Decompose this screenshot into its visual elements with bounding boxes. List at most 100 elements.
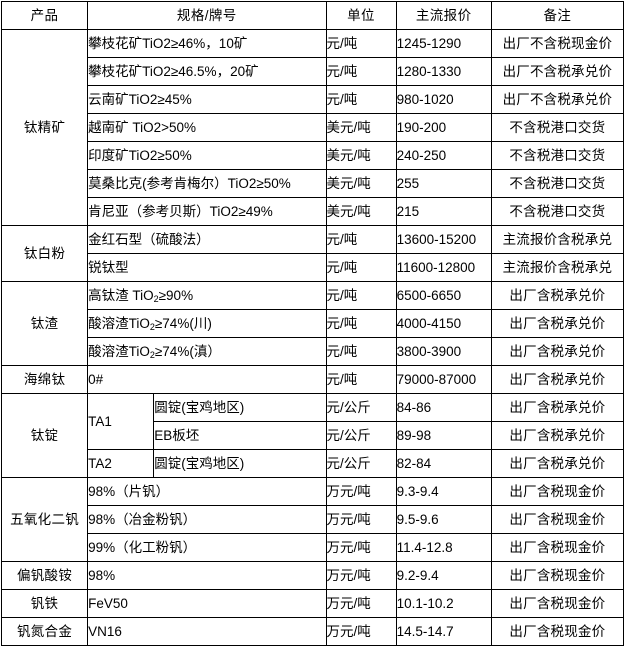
spec-cell: EB板坯	[153, 421, 327, 450]
table-row: 印度矿TiO2≥50% 美元/吨 240-250 不含税港口交货	[2, 141, 625, 170]
price-cell: 190-200	[395, 113, 492, 142]
table-row: 肯尼亚（参考贝斯）TiO2≥49% 美元/吨 215 不含税港口交货	[2, 197, 625, 226]
unit-cell: 万元/吨	[325, 589, 397, 618]
note-cell: 出厂含税承兑价	[490, 337, 625, 366]
note-cell: 主流报价含税承兑	[490, 253, 625, 282]
table-row: 钛渣 高钛渣 TiO2≥90% 元/吨 6500-6650 出厂含税承兑价	[0, 281, 625, 366]
product-name-cell: 海绵钛	[0, 365, 89, 394]
spec-cell: 攀枝花矿TiO2≥46.5%，20矿	[87, 57, 327, 86]
note-cell: 不含税港口交货	[490, 169, 625, 198]
note-cell: 不含税港口交货	[490, 197, 625, 226]
spec-cell: 酸溶渣TiO2≥74%(滇）	[87, 337, 327, 366]
note-cell: 不含税港口交货	[490, 113, 625, 142]
spec-cell: 98%（片钒）	[87, 477, 327, 506]
header-row: 产品 规格/牌号 单位 主流报价 备注	[0, 1, 625, 30]
unit-cell: 元/吨	[325, 225, 397, 254]
unit-cell: 元/吨	[325, 281, 397, 310]
price-cell: 215	[395, 197, 492, 226]
column-header-note: 备注	[490, 1, 625, 30]
product-name-cell: 五氧化二钒	[0, 477, 89, 562]
table-row: EB板坯 元/公斤 89-98 出厂含税承兑价	[2, 421, 625, 450]
spec-cell: 高钛渣 TiO2≥90%	[87, 281, 327, 310]
grade-cell: TA2	[87, 449, 155, 478]
table-row: TA2 圆锭(宝鸡地区) 元/公斤 82-84 出厂含税承兑价	[2, 449, 625, 478]
price-cell: 10.1-10.2	[395, 589, 492, 618]
price-cell: 11.4-12.8	[395, 533, 492, 562]
unit-cell: 元/吨	[325, 337, 397, 366]
unit-cell: 元/公斤	[325, 421, 397, 450]
price-cell: 82-84	[395, 449, 492, 478]
column-header-spec: 规格/牌号	[87, 1, 327, 30]
price-cell: 9.2-9.4	[395, 561, 492, 590]
unit-cell: 万元/吨	[325, 505, 397, 534]
spec-cell: 印度矿TiO2≥50%	[87, 141, 327, 170]
note-cell: 出厂含税承兑价	[490, 365, 625, 394]
product-name-cell: 钛白粉	[0, 225, 89, 282]
table-row: 钛锭 TA1 圆锭(宝鸡地区) 元/公斤 84-86 出厂含税承兑价	[0, 393, 625, 478]
spec-cell: 98%（冶金粉钒）	[87, 505, 327, 534]
note-cell: 出厂含税现金价	[490, 533, 625, 562]
unit-cell: 元/吨	[325, 309, 397, 338]
column-header-unit: 单位	[325, 1, 397, 30]
note-cell: 出厂含税承兑价	[490, 449, 625, 478]
note-cell: 出厂含税现金价	[490, 561, 625, 590]
spec-cell: 金红石型（硫酸法）	[87, 225, 327, 254]
table-row: 五氧化二钒 98%（片钒） 万元/吨 9.3-9.4 出厂含税现金价	[0, 477, 625, 562]
note-cell: 出厂不含税现金价	[490, 29, 625, 58]
unit-cell: 美元/吨	[325, 169, 397, 198]
unit-cell: 元/公斤	[325, 393, 397, 422]
price-cell: 980-1020	[395, 85, 492, 114]
note-cell: 出厂含税承兑价	[490, 309, 625, 338]
price-cell: 6500-6650	[395, 281, 492, 310]
product-name-cell: 钛精矿	[0, 29, 89, 226]
table-row: 钛白粉 金红石型（硫酸法） 元/吨 13600-15200 主流报价含税承兑	[0, 225, 625, 282]
grade-cell: TA1	[87, 393, 155, 450]
unit-cell: 万元/吨	[325, 533, 397, 562]
note-cell: 出厂含税承兑价	[490, 421, 625, 450]
table-row: 酸溶渣TiO2≥74%(滇） 元/吨 3800-3900 出厂含税承兑价	[2, 337, 625, 366]
table-row: 越南矿 TiO2>50% 美元/吨 190-200 不含税港口交货	[2, 113, 625, 142]
spec-cell: 圆锭(宝鸡地区)	[153, 393, 327, 422]
spec-cell: 圆锭(宝鸡地区)	[153, 449, 327, 478]
price-cell: 1280-1330	[395, 57, 492, 86]
price-cell: 13600-15200	[395, 225, 492, 254]
column-header-price: 主流报价	[395, 1, 492, 30]
unit-cell: 元/公斤	[325, 449, 397, 478]
table-row: 99%（化工粉钒） 万元/吨 11.4-12.8 出厂含税现金价	[2, 533, 625, 562]
table-row: 酸溶渣TiO2≥74%(川) 元/吨 4000-4150 出厂含税承兑价	[2, 309, 625, 338]
price-cell: 14.5-14.7	[395, 617, 492, 646]
note-cell: 出厂含税现金价	[490, 477, 625, 506]
note-cell: 不含税港口交货	[490, 141, 625, 170]
table-row: 攀枝花矿TiO2≥46.5%，20矿 元/吨 1280-1330 出厂不含税承兑价	[2, 57, 625, 86]
price-cell: 4000-4150	[395, 309, 492, 338]
price-cell: 89-98	[395, 421, 492, 450]
price-cell: 1245-1290	[395, 29, 492, 58]
unit-cell: 美元/吨	[325, 113, 397, 142]
table-row: 钒铁 FeV50 万元/吨 10.1-10.2 出厂含税现金价	[0, 589, 625, 618]
unit-cell: 万元/吨	[325, 617, 397, 646]
note-cell: 出厂含税现金价	[490, 589, 625, 618]
spec-cell: 莫桑比克(参考肯梅尔）TiO2≥50%	[87, 169, 327, 198]
price-cell: 9.3-9.4	[395, 477, 492, 506]
spec-cell: 攀枝花矿TiO2≥46%，10矿	[87, 29, 327, 58]
product-name-cell: 钛锭	[0, 393, 89, 478]
unit-cell: 万元/吨	[325, 477, 397, 506]
product-name-cell: 偏钒酸铵	[0, 561, 89, 590]
price-cell: 3800-3900	[395, 337, 492, 366]
table-row: 海绵钛 0# 元/吨 79000-87000 出厂含税承兑价	[0, 365, 625, 394]
note-cell: 出厂不含税承兑价	[490, 57, 625, 86]
unit-cell: 元/吨	[325, 29, 397, 58]
table-row: 云南矿TiO2≥45% 元/吨 980-1020 出厂不含税承兑价	[2, 85, 625, 114]
table-body: 钛精矿 攀枝花矿TiO2≥46%，10矿 元/吨 1245-1290 出厂不含税现金价攀…	[0, 29, 625, 646]
spec-cell: VN16	[87, 617, 327, 646]
price-cell: 9.5-9.6	[395, 505, 492, 534]
spec-cell: 肯尼亚（参考贝斯）TiO2≥49%	[87, 197, 327, 226]
note-cell: 出厂含税承兑价	[490, 393, 625, 422]
table-row: 钛精矿 攀枝花矿TiO2≥46%，10矿 元/吨 1245-1290 出厂不含税现金价	[0, 29, 625, 226]
spec-cell: 锐钛型	[87, 253, 327, 282]
table-row: 锐钛型 元/吨 11600-12800 主流报价含税承兑	[2, 253, 625, 282]
table-header: 产品 规格/牌号 单位 主流报价 备注	[0, 1, 625, 30]
note-cell: 出厂含税承兑价	[490, 281, 625, 310]
price-cell: 11600-12800	[395, 253, 492, 282]
